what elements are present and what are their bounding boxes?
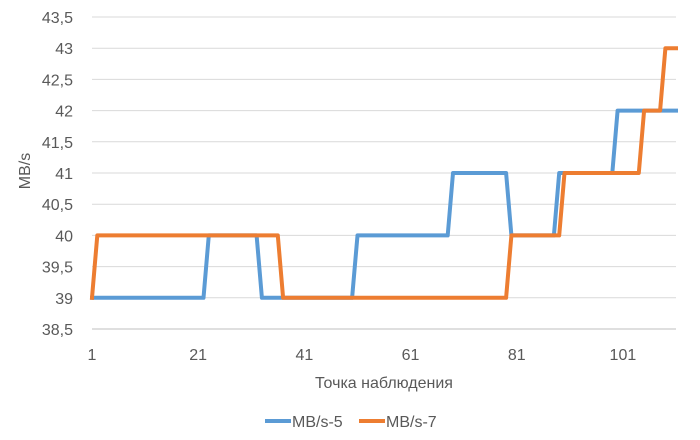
y-tick-label: 41	[55, 166, 73, 183]
series-line-2	[89, 46, 678, 300]
legend: MB/s-5 MB/s-7	[265, 414, 437, 431]
x-tick-label: 101	[610, 347, 637, 364]
gridlines	[92, 16, 676, 299]
y-tick-label: 38,5	[42, 322, 73, 339]
y-tick-label: 43,5	[42, 10, 73, 27]
y-tick-label: 42,5	[42, 72, 73, 89]
legend-label: MB/s-5	[292, 414, 343, 431]
x-tick-label: 1	[88, 347, 97, 364]
y-tick-label: 41,5	[42, 135, 73, 152]
y-tick-label: 43	[55, 41, 73, 58]
y-tick-label: 39,5	[42, 260, 73, 277]
legend-label: MB/s-7	[386, 414, 437, 431]
y-tick-label: 39	[55, 291, 73, 308]
x-tick-label: 41	[295, 347, 313, 364]
y-axis-tick-labels: 38,5 39 39,5 40 40,5 41 41,5 42 42,5 43 43,5	[42, 10, 73, 339]
y-tick-label: 40	[55, 228, 73, 245]
series-lines	[89, 46, 678, 300]
x-axis-title: Точка наблюдения	[315, 375, 453, 392]
x-tick-label: 61	[402, 347, 420, 364]
x-tick-label: 81	[508, 347, 526, 364]
y-axis-title: MB/s	[17, 153, 34, 189]
x-axis-tick-labels: 1 21 41 61 81 101	[88, 347, 637, 364]
x-tick-label: 21	[189, 347, 207, 364]
y-tick-label: 40,5	[42, 197, 73, 214]
y-tick-label: 42	[55, 104, 73, 121]
